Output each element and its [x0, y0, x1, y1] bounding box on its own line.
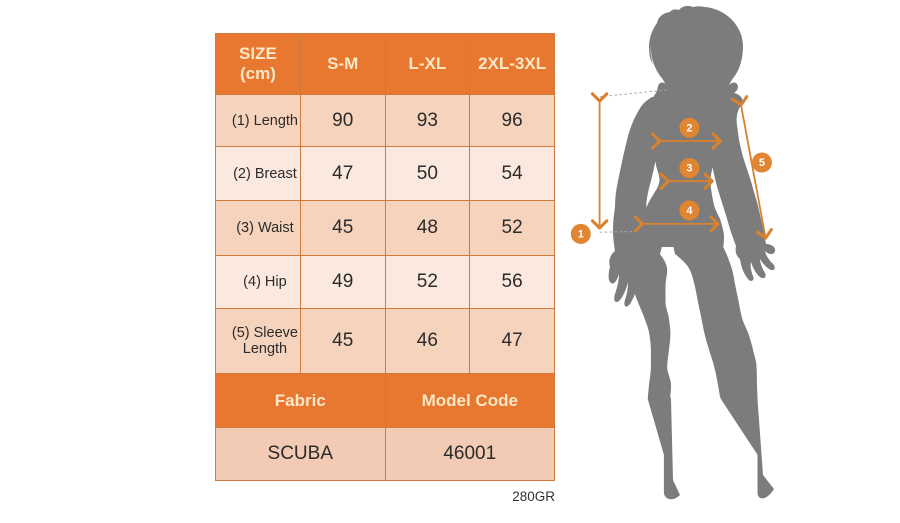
svg-text:1: 1 [578, 229, 584, 241]
svg-text:4: 4 [686, 205, 693, 217]
svg-text:2: 2 [686, 122, 692, 134]
svg-text:5: 5 [759, 157, 765, 169]
svg-text:3: 3 [686, 163, 692, 175]
